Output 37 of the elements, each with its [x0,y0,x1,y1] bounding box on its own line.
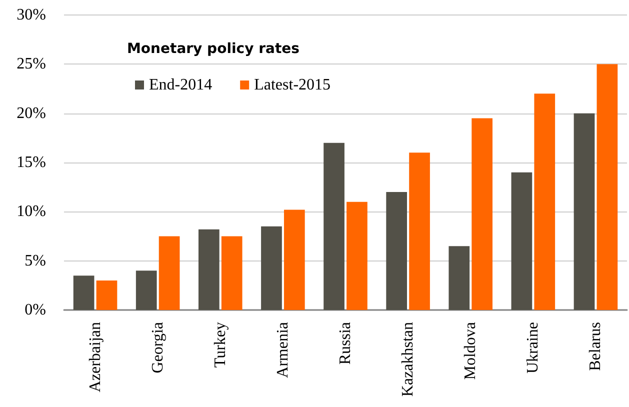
bar [448,246,470,310]
bar [574,113,595,310]
y-tick-label: 0% [24,302,46,318]
bar [198,229,220,310]
bar [284,210,305,310]
y-tick-label: 30% [16,6,46,24]
x-tick-label: Azerbaijan [86,322,104,392]
y-tick-label: 20% [16,104,46,122]
bar [534,94,556,310]
x-tick-label: Georgia [149,322,166,374]
x-tick-label: Belarus [587,322,604,371]
bar [136,270,157,310]
x-tick-label: Russia [337,322,354,365]
bar [346,202,368,310]
bar [386,192,408,310]
x-tick-label: Moldova [462,322,480,380]
bar [221,236,242,310]
bar [511,172,532,310]
bar [261,226,282,310]
bar [596,64,618,310]
y-tick-label: 15% [16,154,46,171]
bar [472,118,493,310]
x-tick-label: Armenia [274,322,292,378]
bar [96,280,118,310]
bar [409,152,430,310]
bar [324,142,344,310]
x-tick-label: Turkey [212,322,229,368]
legend-label: End-2014 [149,76,212,94]
x-tick-label: Kazakhstan [400,322,417,397]
y-tick-label: 5% [24,252,46,270]
bar [73,276,94,310]
y-tick-label: 10% [16,203,46,220]
bar [158,236,180,310]
y-tick-label: 25% [16,56,46,73]
x-tick-label: Ukraine [524,322,542,374]
legend-label: Latest-2015 [254,76,331,94]
text: Monetary policy rates [127,41,300,57]
